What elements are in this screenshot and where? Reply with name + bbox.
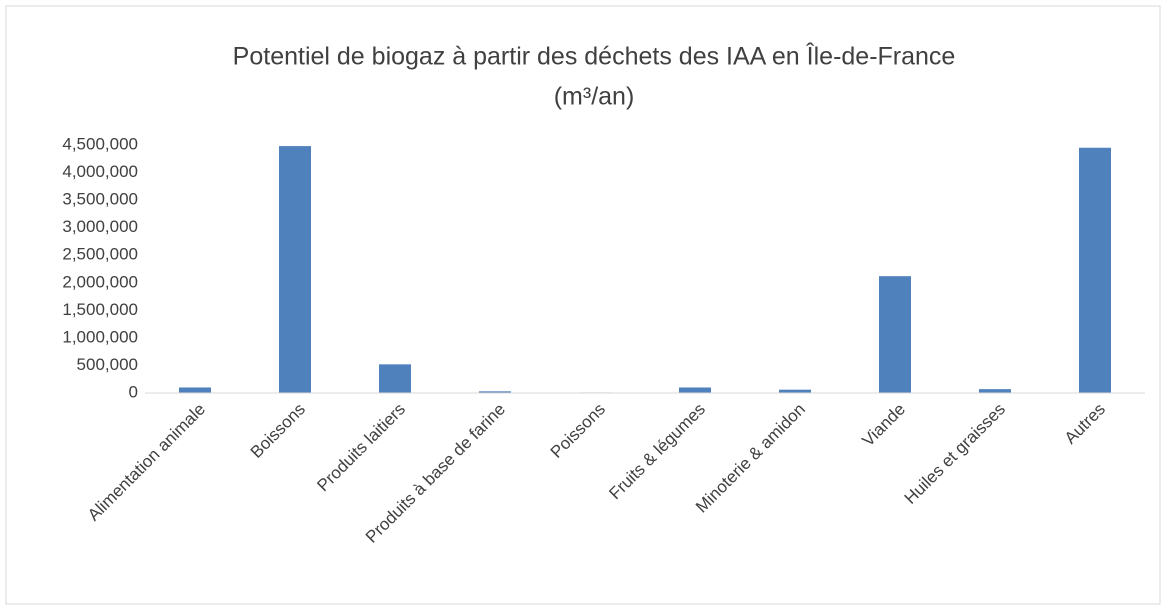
y-tick-label: 3,500,000	[62, 190, 138, 209]
chart-title: (m³/an)	[554, 83, 635, 111]
chart-title: Potentiel de biogaz à partir des déchets…	[233, 42, 956, 71]
y-tick-label: 500,000	[77, 355, 138, 374]
y-tick-label: 0	[129, 382, 138, 401]
bar	[379, 364, 411, 393]
y-tick-label: 1,500,000	[62, 300, 138, 319]
y-tick-label: 3,000,000	[62, 217, 138, 236]
y-tick-label: 2,000,000	[62, 272, 138, 291]
bar	[679, 387, 711, 393]
bar	[779, 389, 811, 393]
y-tick-label: 1,000,000	[62, 327, 138, 346]
y-tick-label: 4,500,000	[62, 134, 138, 153]
bar	[279, 146, 311, 393]
bar	[479, 391, 511, 393]
bar	[979, 389, 1011, 393]
y-tick-label: 2,500,000	[62, 245, 138, 264]
bar	[879, 276, 911, 393]
chart-border	[5, 5, 1161, 605]
bar	[1079, 147, 1111, 393]
y-tick-label: 4,000,000	[62, 162, 138, 181]
bar	[179, 387, 211, 393]
